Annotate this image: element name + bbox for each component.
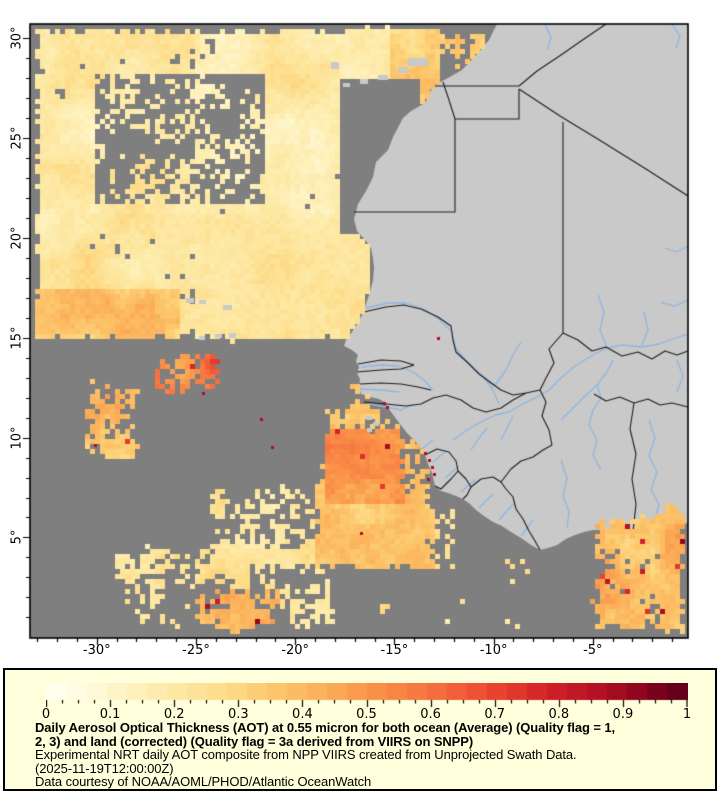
caption-date: (2025-11-19T12:00:00Z) <box>35 760 174 776</box>
lon-tick-label: -25° <box>182 643 210 658</box>
caption-credit: Data courtesy of NOAA/AOML/PHOD/Atlantic… <box>35 774 372 790</box>
colorbar-tick-label: 0.4 <box>292 707 313 722</box>
lon-tick-label: -10° <box>479 643 508 658</box>
colorbar-tick-label: 0.8 <box>548 707 570 722</box>
colorbar-tick-label: 0.9 <box>612 707 634 722</box>
lat-tick-label: 5° <box>9 530 25 545</box>
colorbar-tick-labels: 0 0.1 0.2 0.3 0.4 0.5 0.6 0.7 0.8 0.9 1 <box>42 707 692 722</box>
caption-text: Daily Aerosol Optical Thickness (AOT) at… <box>35 721 705 789</box>
lat-tick-label: 30° <box>9 26 25 50</box>
colorbar-tick-label: 0.6 <box>420 707 441 722</box>
colorbar-tick-label: 1 <box>682 707 692 722</box>
caption-subtitle: Experimental NRT daily AOT composite fro… <box>35 747 577 763</box>
colorbar-tick-label: 0.7 <box>484 707 506 722</box>
map-canvas <box>0 0 720 662</box>
lon-tick-label: -30° <box>82 643 111 658</box>
colorbar-tick-label: 0.2 <box>163 707 185 722</box>
caption-title-line-2: 2, 3) and land (corrected) (Quality flag… <box>35 733 474 749</box>
caption-title-line-1: Daily Aerosol Optical Thickness (AOT) at… <box>35 720 615 735</box>
caption-panel: 0 0.1 0.2 0.3 0.4 0.5 0.6 0.7 0.8 0.9 1 Daily Aero… <box>3 668 717 791</box>
lon-tick-label: -15° <box>380 643 409 658</box>
colorbar-tick-label: 0.1 <box>99 707 121 722</box>
lon-tick-label: -20° <box>281 643 310 658</box>
lat-tick-label: 20° <box>9 226 25 250</box>
lat-tick-label: 25° <box>9 126 25 150</box>
colorbar-tick-label: 0.5 <box>356 707 377 722</box>
lon-tick-label: -5° <box>583 643 603 658</box>
lat-tick-label: 15° <box>9 326 25 350</box>
colorbar-tick-label: 0 <box>41 707 51 722</box>
colorbar-tick-label: 0.3 <box>227 707 249 722</box>
colorbar-canvas <box>46 683 688 709</box>
lat-tick-label: 10° <box>9 426 25 450</box>
